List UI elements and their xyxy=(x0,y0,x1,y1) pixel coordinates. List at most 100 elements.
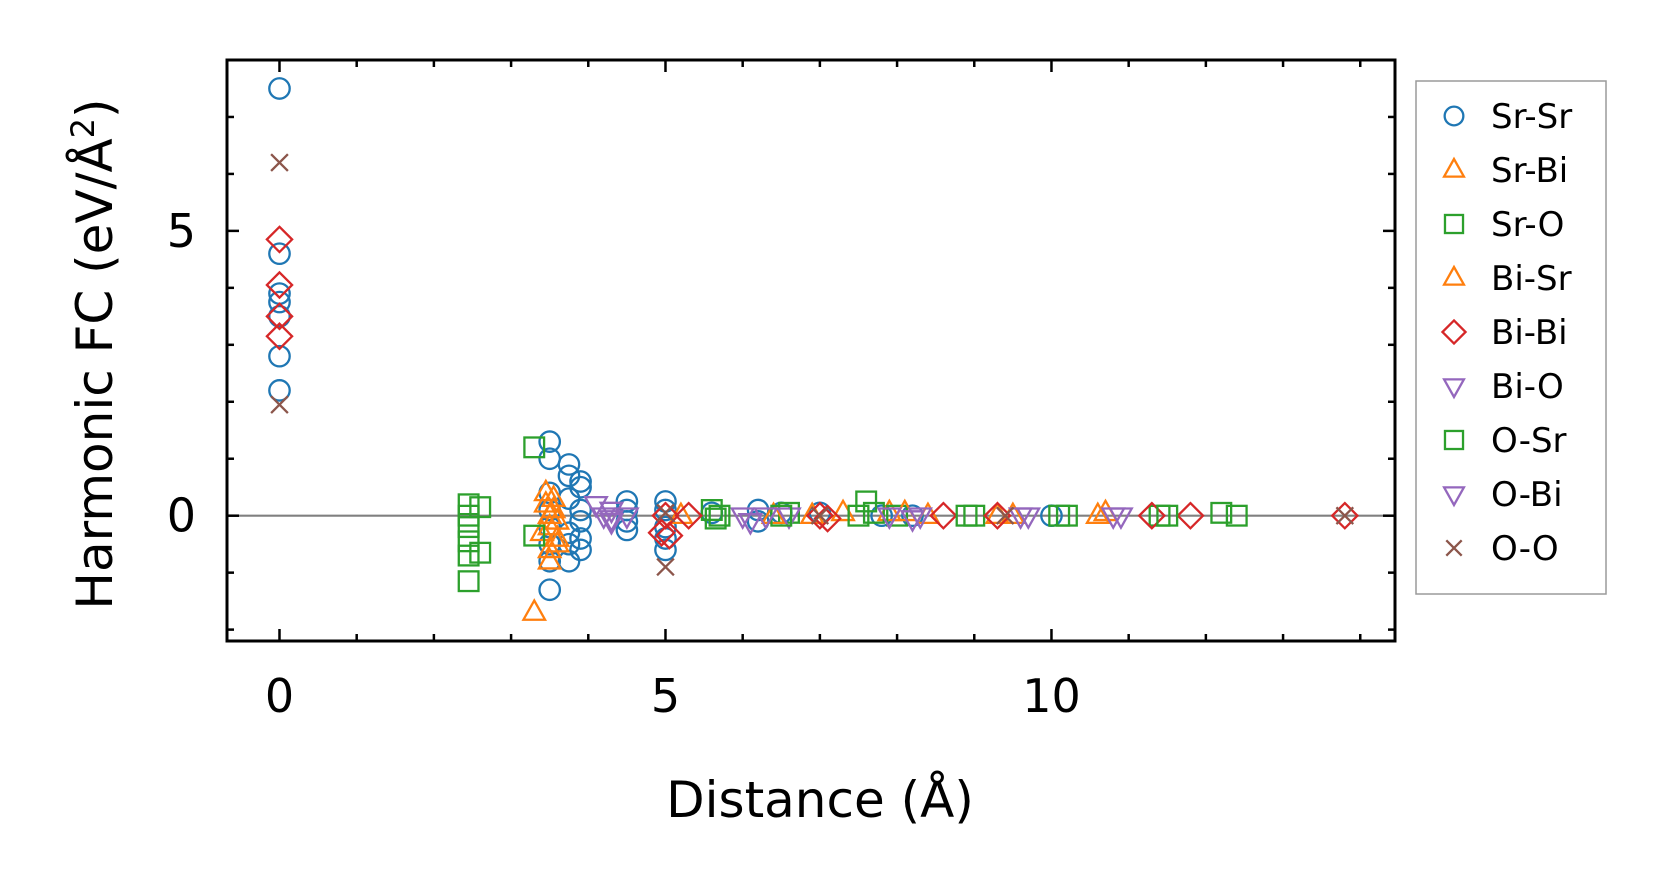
data-point xyxy=(729,507,756,531)
legend-entry: O-O xyxy=(1445,529,1559,569)
data-point xyxy=(847,504,870,527)
data-point xyxy=(1085,501,1111,525)
y-axis-title-superscript: 2 xyxy=(64,118,102,138)
data-point xyxy=(268,242,291,266)
legend-marker xyxy=(1443,429,1465,451)
legend-entry: Sr-Sr xyxy=(1443,97,1572,137)
data-point xyxy=(469,496,492,519)
data-point xyxy=(855,490,878,513)
x-axis-title: Distance (Å) xyxy=(666,771,974,829)
data-point xyxy=(674,501,703,530)
legend-marker xyxy=(1443,105,1465,127)
legend-marker xyxy=(1443,213,1465,235)
legend-label: Sr-Sr xyxy=(1491,97,1572,137)
data-point xyxy=(536,546,563,570)
data-point xyxy=(557,487,581,510)
data-point xyxy=(899,510,926,533)
data-point xyxy=(656,503,675,523)
data-point xyxy=(655,521,684,550)
legend-entry: Sr-O xyxy=(1443,205,1564,245)
data-point xyxy=(523,524,546,547)
data-point xyxy=(1156,504,1179,527)
data-point xyxy=(704,507,727,530)
data-point xyxy=(1210,501,1233,524)
data-point xyxy=(457,544,480,567)
data-point xyxy=(521,598,548,621)
legend-label: Bi-Bi xyxy=(1491,313,1568,353)
y-axis-title: Harmonic FC (eV/Å2) xyxy=(64,98,124,609)
data-point xyxy=(647,518,676,548)
legend-label: Bi-Sr xyxy=(1491,259,1572,299)
data-point xyxy=(876,507,903,531)
data-point xyxy=(569,527,592,550)
data-point xyxy=(929,501,958,530)
data-point xyxy=(557,453,581,476)
legend-label: O-Bi xyxy=(1491,475,1563,515)
data-point xyxy=(270,153,289,172)
data-point xyxy=(651,501,680,530)
legend-label: O-Sr xyxy=(1491,421,1567,461)
data-point xyxy=(1176,501,1205,530)
data-point xyxy=(268,379,291,402)
legend-marker xyxy=(1445,539,1463,557)
data-point xyxy=(615,518,639,542)
data-point xyxy=(536,535,563,559)
data-point xyxy=(544,529,571,553)
data-point xyxy=(983,501,1012,530)
data-point xyxy=(1108,507,1134,531)
legend-label: Sr-O xyxy=(1491,205,1564,245)
data-point xyxy=(870,504,893,528)
series-o-bi xyxy=(598,507,1134,533)
data-point xyxy=(1225,504,1248,527)
data-point xyxy=(1048,504,1071,527)
data-point xyxy=(557,464,581,488)
x-tick-label: 10 xyxy=(1022,669,1081,723)
data-point xyxy=(760,501,787,525)
data-point xyxy=(265,302,294,331)
data-point xyxy=(955,504,978,527)
data-point xyxy=(753,507,779,531)
data-point xyxy=(1335,506,1355,525)
legend-marker xyxy=(1442,378,1466,400)
data-point xyxy=(776,507,802,531)
data-point xyxy=(569,538,592,562)
legend-entry: O-Bi xyxy=(1442,475,1563,515)
plot-frame xyxy=(225,58,1397,643)
data-point xyxy=(268,304,291,328)
data-point xyxy=(540,484,567,507)
y-axis-title-close: ) xyxy=(66,98,124,118)
x-tick-label: 5 xyxy=(651,669,680,723)
data-point xyxy=(614,507,640,531)
data-point xyxy=(654,538,677,562)
data-point xyxy=(265,270,294,300)
data-point xyxy=(268,290,291,314)
y-tick-label: 0 xyxy=(167,489,196,543)
series-sr-o xyxy=(457,436,1248,593)
legend: Sr-Sr Sr-Bi Sr-O Bi-Sr Bi-Bi Bi-O O-Sr O-Bi O-O xyxy=(1415,80,1607,595)
data-point xyxy=(598,510,625,533)
data-layer xyxy=(227,77,1395,621)
series-o-o xyxy=(270,153,1355,577)
legend-entry: Bi-Bi xyxy=(1440,313,1568,353)
data-point xyxy=(529,518,555,542)
data-point xyxy=(457,493,480,516)
data-point xyxy=(270,395,289,414)
data-point xyxy=(557,532,581,556)
data-point xyxy=(810,506,830,525)
legend-marker xyxy=(1440,318,1468,346)
data-point xyxy=(268,344,291,368)
x-tick-label: 0 xyxy=(265,669,294,723)
legend-label: Bi-O xyxy=(1491,367,1564,407)
axes-layer: 0 5 10 0 5 xyxy=(167,58,1397,723)
data-point xyxy=(886,504,909,527)
data-point xyxy=(569,475,592,499)
data-point xyxy=(656,557,675,577)
data-point xyxy=(457,570,480,593)
data-point xyxy=(265,225,294,254)
data-point xyxy=(598,513,625,536)
legend-label: Sr-Bi xyxy=(1491,151,1568,191)
data-point xyxy=(737,513,764,536)
data-point xyxy=(907,507,934,531)
data-point xyxy=(708,504,731,527)
